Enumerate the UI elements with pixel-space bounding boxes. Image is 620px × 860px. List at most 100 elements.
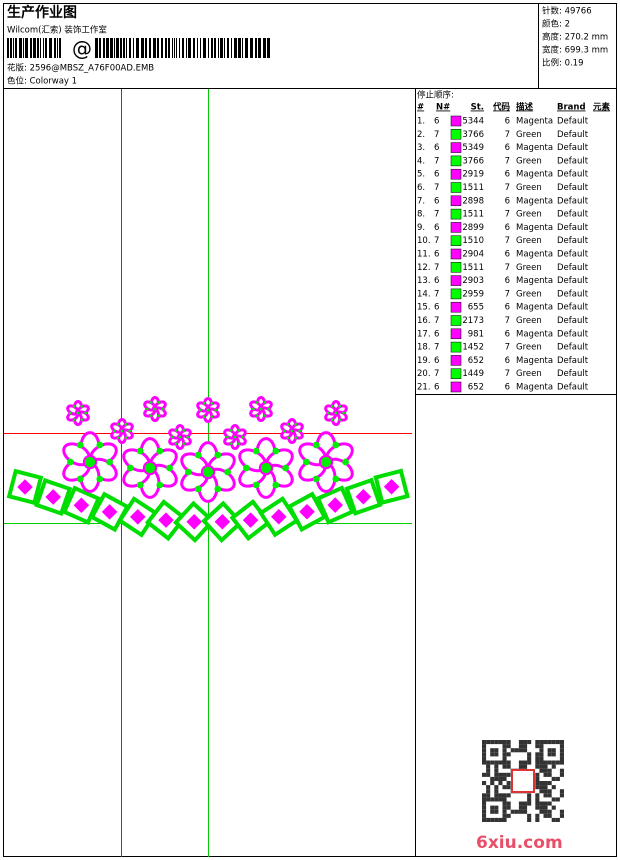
qr-cell	[535, 781, 540, 786]
motif	[76, 475, 84, 483]
qr-cell	[502, 797, 507, 802]
motif	[194, 451, 202, 459]
needle: 6	[434, 223, 439, 233]
qr-cell	[494, 817, 499, 822]
qr-cell	[482, 809, 487, 814]
motif	[267, 407, 271, 411]
motif	[282, 429, 286, 433]
motif	[166, 464, 173, 472]
motif	[128, 429, 132, 433]
brand: Default	[557, 130, 589, 140]
code: 6	[505, 223, 510, 233]
bar-stripe	[197, 38, 198, 58]
bar-stripe	[15, 38, 17, 58]
qr-cell	[490, 781, 495, 786]
qr-cell	[543, 768, 548, 773]
qr-cell	[506, 793, 511, 798]
description: Green	[516, 316, 542, 326]
qr-cell	[482, 805, 487, 810]
qr-cell	[482, 740, 487, 745]
column-header: 描述	[516, 102, 534, 113]
info-line: 宽度: 699.3 mm	[542, 45, 608, 56]
motif	[136, 481, 144, 489]
description: Magenta	[516, 170, 553, 180]
qr-cell	[547, 801, 552, 806]
motif	[330, 418, 334, 421]
qr-cell	[486, 789, 491, 794]
color-swatch	[450, 129, 462, 140]
qr-cell	[539, 748, 544, 753]
qr-cell	[510, 809, 515, 814]
motif	[269, 507, 288, 526]
qr-cell	[543, 789, 548, 794]
qr-cell	[543, 805, 548, 810]
needle: 6	[434, 143, 439, 153]
qr-cell	[486, 817, 491, 822]
qr-cell	[523, 760, 528, 765]
row-index: 3.	[417, 143, 425, 153]
row-index: 20.	[417, 369, 431, 379]
description: Green	[516, 210, 542, 220]
row-index: 15.	[417, 303, 431, 313]
code: 7	[505, 316, 510, 326]
bar-stripe	[103, 38, 105, 58]
qr-cell	[547, 809, 552, 814]
qr-cell	[535, 744, 540, 749]
code: 6	[505, 117, 510, 127]
bar-stripe	[245, 38, 248, 58]
qr-cell	[559, 789, 564, 794]
motif	[330, 405, 334, 408]
brand: Default	[557, 383, 589, 393]
qr-cell	[527, 760, 532, 765]
code: 6	[505, 250, 510, 260]
motif	[44, 487, 63, 507]
brand: Default	[557, 143, 589, 153]
color-swatch	[450, 341, 462, 353]
code: 6	[505, 356, 510, 366]
brand: Default	[557, 210, 589, 220]
motif	[118, 427, 126, 435]
qr-cell	[494, 805, 499, 810]
qr-code	[482, 740, 564, 822]
qr-cell	[523, 744, 528, 749]
color-swatch	[450, 235, 462, 246]
bar-stripe	[227, 38, 229, 58]
stitches: 652	[468, 356, 484, 366]
qr-cell	[547, 789, 552, 794]
motif	[182, 429, 186, 432]
color-swatch	[450, 208, 462, 220]
row-index: 11.	[417, 250, 431, 260]
bar-stripe	[106, 38, 109, 58]
qr-cell	[543, 781, 548, 786]
description: Green	[516, 289, 542, 299]
qr-cell	[559, 748, 564, 753]
motif	[237, 442, 241, 445]
row-index: 18.	[417, 343, 431, 353]
qr-cell	[502, 817, 507, 822]
qr-cell	[539, 768, 544, 773]
color-swatch	[450, 262, 462, 273]
qr-cell	[518, 760, 523, 765]
stitches: 981	[468, 329, 484, 339]
motif	[157, 401, 161, 404]
info-line: 颜色: 2	[542, 19, 570, 30]
code: 7	[505, 210, 510, 220]
qr-cell	[559, 756, 564, 761]
qr-cell	[539, 809, 544, 814]
needle: 6	[434, 303, 439, 313]
motif	[252, 447, 260, 455]
row-index: 14.	[417, 289, 431, 299]
qr-cell	[494, 809, 499, 814]
qr-cell	[539, 785, 544, 790]
stitches: 1449	[462, 369, 484, 379]
qr-cell	[490, 760, 495, 765]
motif	[303, 458, 310, 466]
bar-stripe	[49, 38, 52, 58]
qr-cell	[518, 801, 523, 806]
qr-cell	[535, 785, 540, 790]
qr-cell	[523, 801, 528, 806]
color-swatch	[450, 381, 462, 393]
motif	[157, 414, 161, 417]
motif	[156, 510, 176, 530]
color-swatch	[450, 168, 462, 180]
